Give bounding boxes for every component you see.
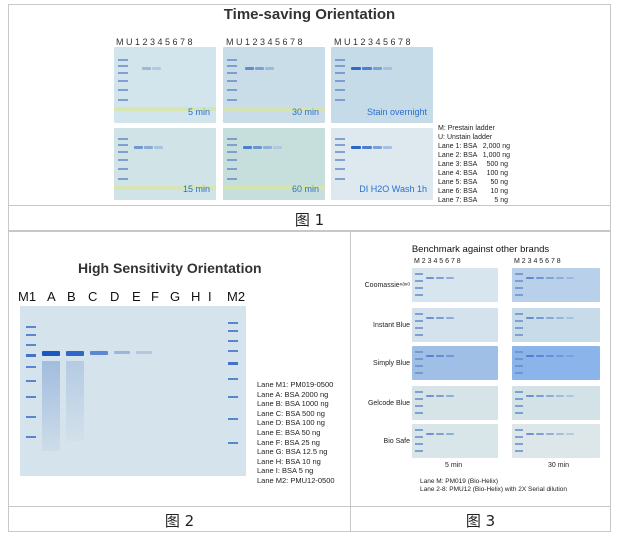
fig3-lanes-left: M 2 3 4 5 6 7 8 (414, 258, 461, 265)
figure-1-title: Time-saving Orientation (223, 6, 396, 23)
benchmark-brand-label: Coomassieⁿᵃⁿᵒ (364, 282, 410, 289)
fig2-lane-label: M2 (227, 289, 246, 304)
figure-2-caption: 图 2 (164, 512, 195, 530)
benchmark-gel (412, 268, 498, 302)
gel-time-label: 5 min (187, 107, 210, 117)
fig2-lane-label: I (208, 289, 212, 304)
gel-60-min: 60 min (223, 128, 325, 200)
benchmark-gel (412, 386, 498, 420)
benchmark-gel (512, 268, 600, 302)
figure-3-caption: 图 3 (465, 512, 496, 530)
figure-2-legend: Lane M1: PM019-0500 Lane A: BSA 2000 ng … (257, 380, 335, 485)
figure-1-legend: M: Prestain ladder U: Unstain ladder Lan… (438, 125, 511, 213)
figure-1-caption-bar (8, 205, 611, 231)
benchmark-gel (412, 308, 498, 342)
benchmark-brand-label: Simply Blue (373, 360, 410, 367)
benchmark-gel (512, 308, 600, 342)
benchmark-brand-label: Bio Safe (383, 438, 410, 445)
figure-2-title: High Sensitivity Orientation (78, 260, 262, 276)
fig2-lane-label: E (132, 289, 141, 304)
gel-lane-header-1: M U 1 2 3 4 5 6 7 8 (116, 37, 193, 47)
gel-time-label: 30 min (291, 107, 319, 117)
figure-3-caption-bar (350, 506, 611, 532)
gel-15-min: 15 min (114, 128, 216, 200)
gel-lane-header-2: M U 1 2 3 4 5 6 7 8 (226, 37, 303, 47)
figure-3-title: Benchmark against other brands (411, 244, 550, 255)
benchmark-gel (512, 346, 600, 380)
gel-5-min: 5 min (114, 47, 216, 123)
fig2-lane-label: F (151, 289, 159, 304)
fig3-lanes-right: M 2 3 4 5 6 7 8 (514, 258, 561, 265)
benchmark-brand-label: Gelcode Blue (367, 400, 410, 407)
gel-time-label: DI H2O Wash 1h (359, 184, 427, 194)
benchmark-gel (512, 386, 600, 420)
gel-time-label: 15 min (182, 184, 210, 194)
fig2-lane-label: G (170, 289, 181, 304)
benchmark-gel (512, 424, 600, 458)
figure-1-caption: 图 1 (294, 211, 325, 229)
gel-di-h2o-wash: DI H2O Wash 1h (331, 128, 433, 200)
fig2-lane-label: D (110, 289, 120, 304)
benchmark-gel (412, 346, 498, 380)
gel-stain-overnight: Stain overnight (331, 47, 433, 123)
fig3-col-5min: 5 min (445, 462, 463, 469)
figure-3-note: Lane M: PM019 (Bio-Helix) Lane 2-8: PMU1… (420, 478, 568, 493)
gel-30-min: 30 min (223, 47, 325, 123)
fig2-lane-label: H (191, 289, 201, 304)
gel-lane-header-3: M U 1 2 3 4 5 6 7 8 (334, 37, 411, 47)
fig2-lane-label: C (88, 289, 98, 304)
fig2-lane-label: B (67, 289, 76, 304)
fig3-col-30min: 30 min (548, 462, 570, 469)
gel-time-label: 60 min (291, 184, 319, 194)
gel-time-label: Stain overnight (366, 107, 427, 117)
fig2-lane-label: M1 (18, 289, 37, 304)
benchmark-brand-label: Instant Blue (373, 322, 410, 329)
fig2-lane-label: A (47, 289, 56, 304)
high-sensitivity-gel (20, 306, 246, 476)
benchmark-gel (412, 424, 498, 458)
